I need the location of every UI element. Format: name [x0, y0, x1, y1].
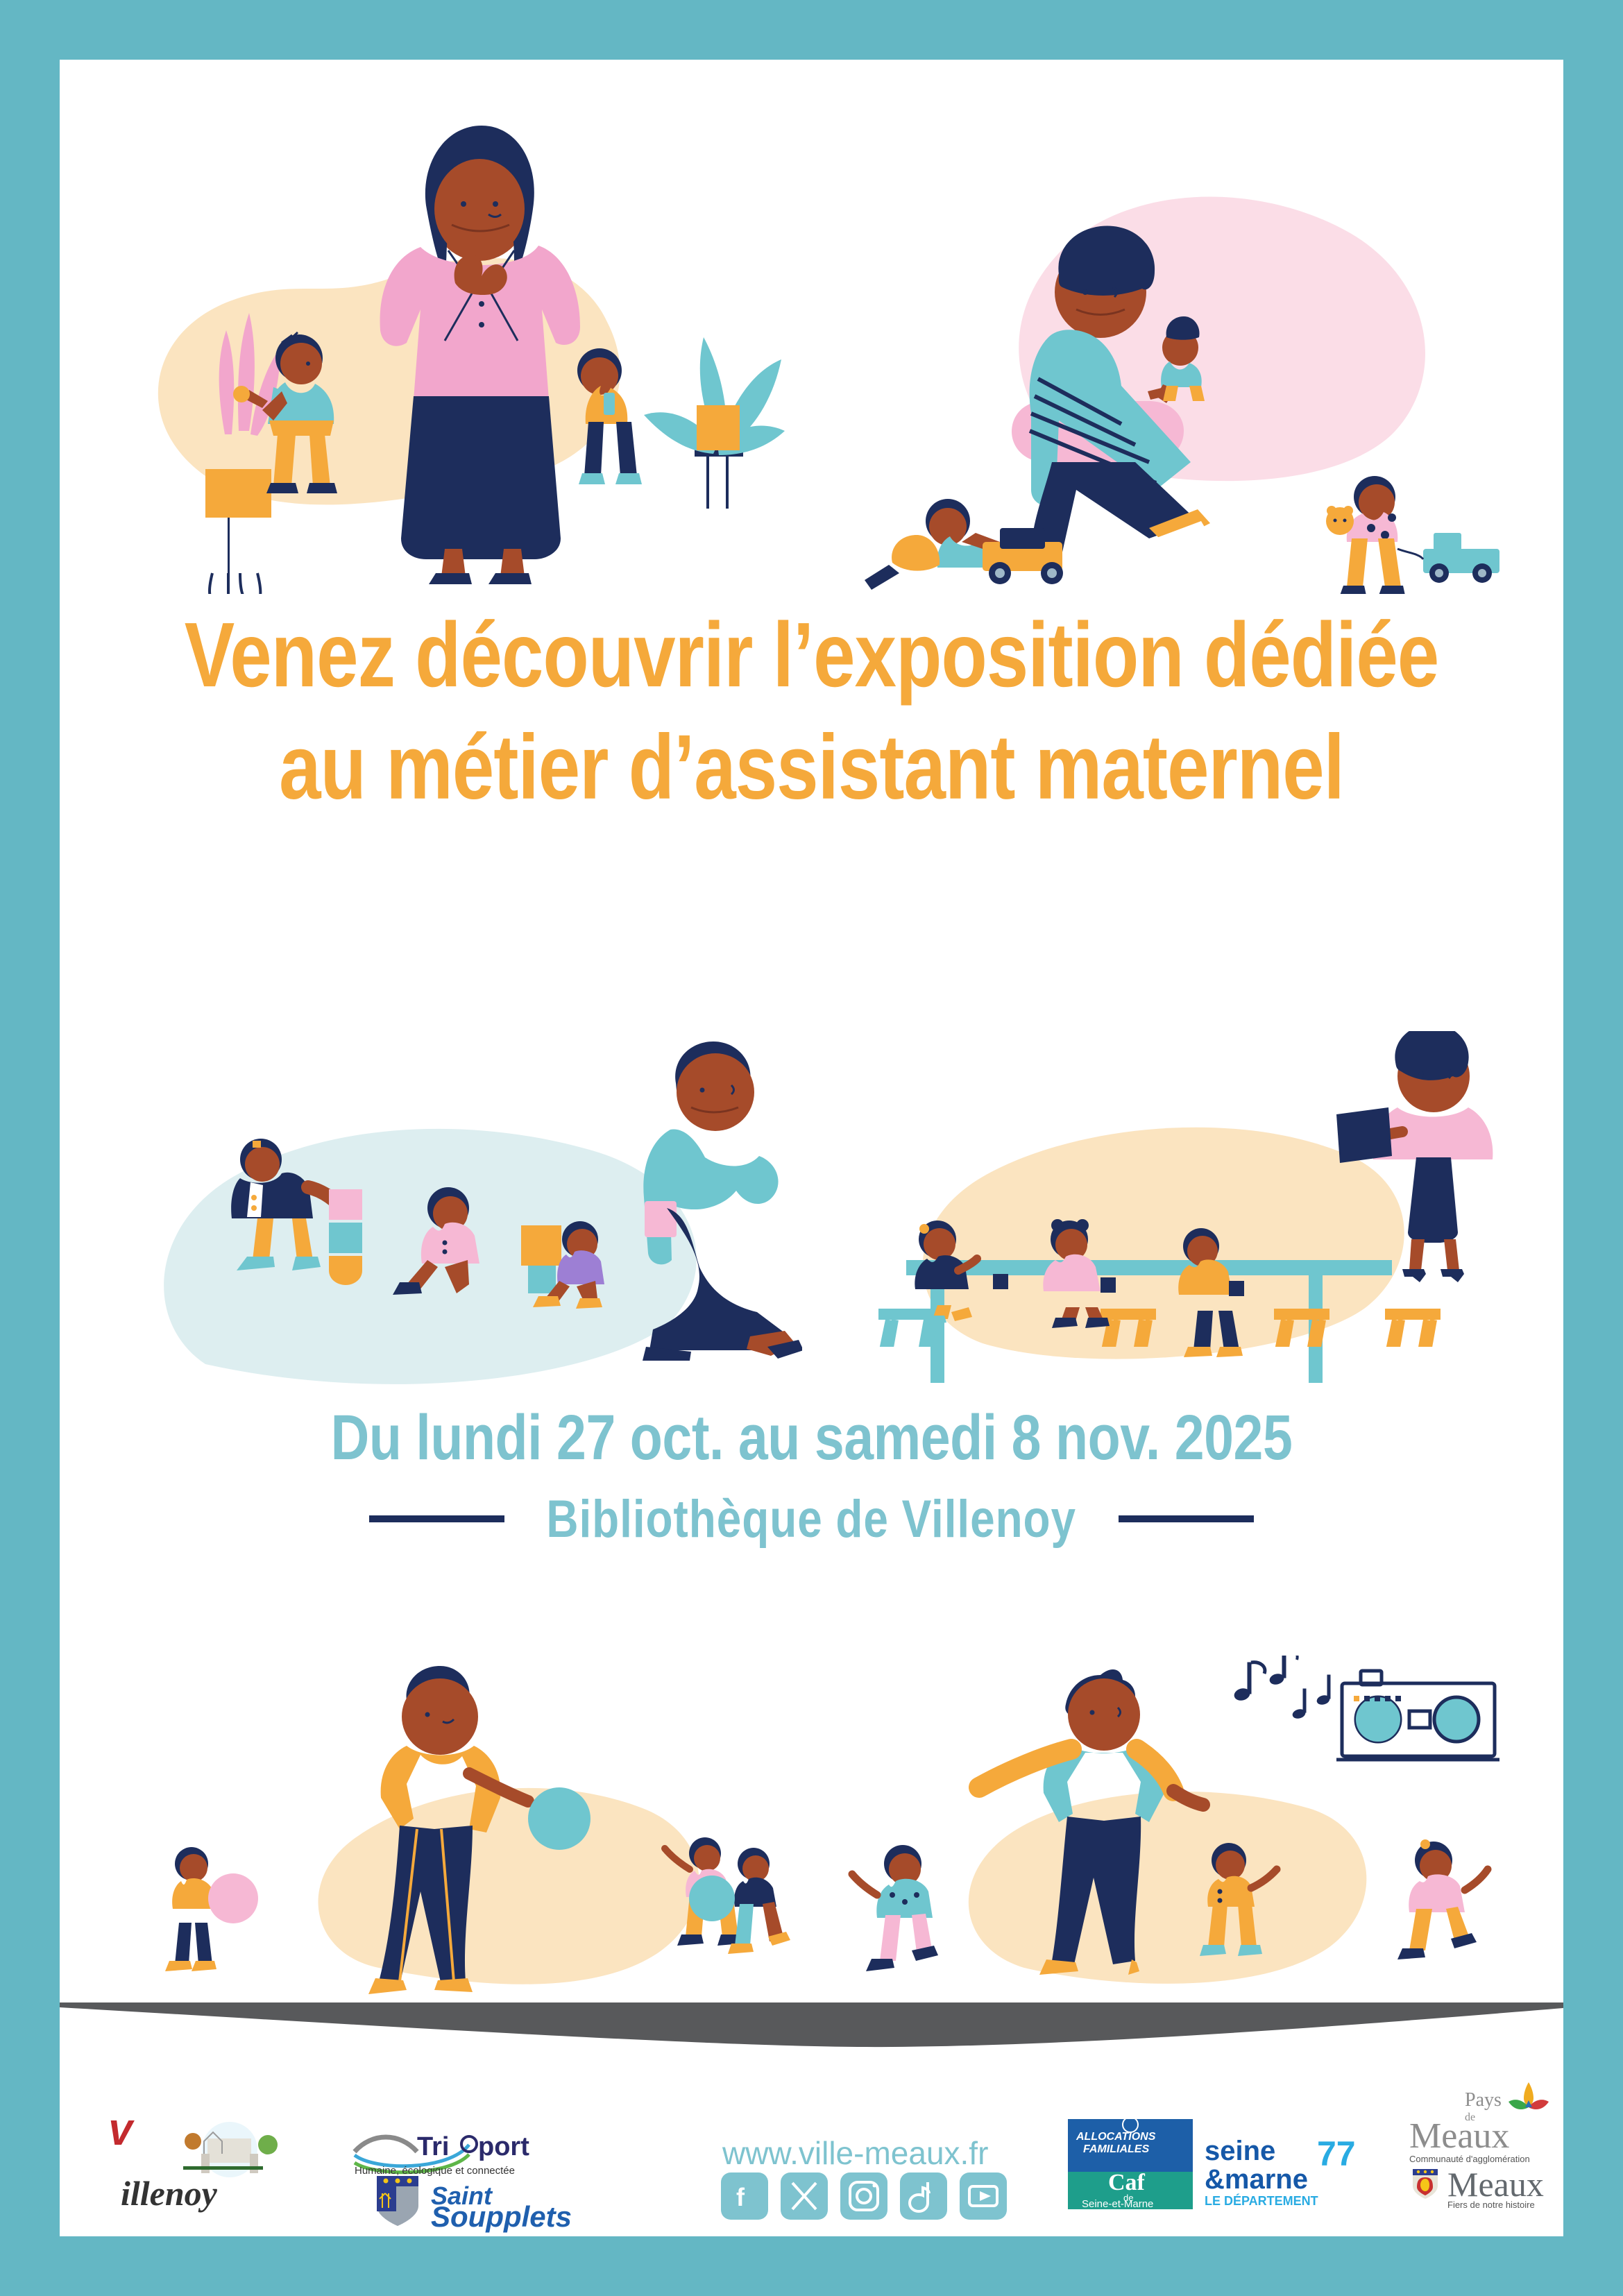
svg-text:Caf: Caf — [1108, 2170, 1146, 2195]
svg-text:Fiers de notre histoire: Fiers de notre histoire — [1447, 2200, 1535, 2210]
svg-text:Meaux: Meaux — [1409, 2116, 1509, 2156]
svg-text:f: f — [736, 2183, 745, 2211]
svg-text:Communauté d'agglomération: Communauté d'agglomération — [1409, 2154, 1530, 2164]
svg-text:Tri: Tri — [417, 2132, 449, 2161]
svg-text:V: V — [107, 2120, 137, 2154]
svg-text:ALLOCATIONS: ALLOCATIONS — [1076, 2131, 1156, 2143]
svg-text:Meaux: Meaux — [1447, 2166, 1544, 2204]
svg-text:port: port — [478, 2132, 529, 2161]
svg-text:LE DÉPARTEMENT: LE DÉPARTEMENT — [1205, 2193, 1318, 2208]
svg-text:&marne: &marne — [1205, 2164, 1308, 2195]
svg-text:FAMILIALES: FAMILIALES — [1083, 2143, 1149, 2155]
svg-text:illenoy: illenoy — [121, 2174, 218, 2213]
svg-text:77: 77 — [1317, 2134, 1356, 2173]
svg-text:Pays: Pays — [1465, 2089, 1502, 2111]
svg-text:seine: seine — [1205, 2136, 1275, 2166]
svg-text:Seine-et-Marne: Seine-et-Marne — [1082, 2198, 1153, 2209]
